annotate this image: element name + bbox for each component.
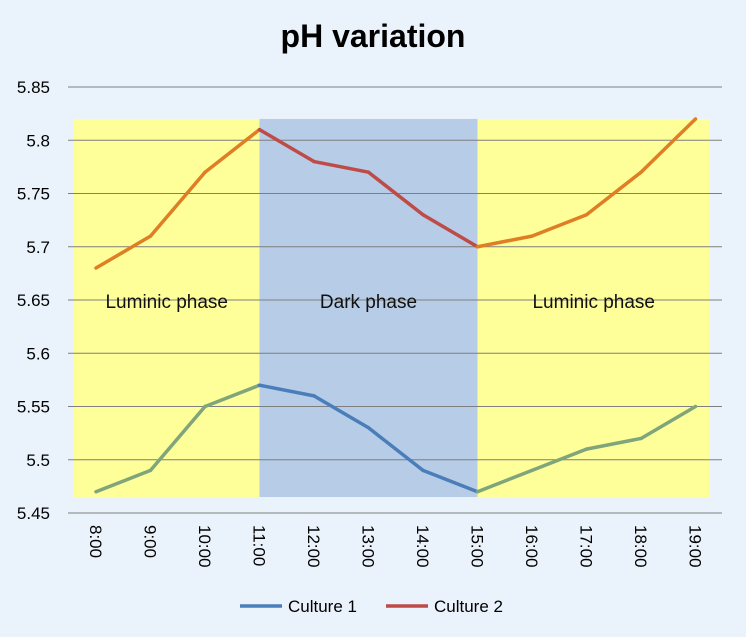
- legend-label: Culture 2: [434, 597, 503, 616]
- y-tick-label: 5.5: [26, 451, 50, 470]
- x-tick-label: 8:00: [86, 525, 105, 558]
- series-line-segment: [257, 127, 316, 164]
- x-tick-label: 10:00: [195, 525, 214, 568]
- y-tick-label: 5.45: [17, 504, 50, 523]
- phase-band: [259, 118, 478, 498]
- y-tick-label: 5.85: [17, 78, 50, 97]
- phase-band: [477, 118, 710, 498]
- series-line-segment: [203, 383, 262, 409]
- series-line-segment: [312, 159, 371, 174]
- phase-band: [74, 118, 260, 498]
- x-tick-label: 17:00: [577, 525, 596, 568]
- x-tick-label: 12:00: [304, 525, 323, 568]
- series-line-segment: [148, 170, 207, 238]
- x-tick-label: 13:00: [359, 525, 378, 568]
- series-line-segment: [421, 468, 480, 494]
- phase-label: Luminic phase: [532, 292, 655, 313]
- phase-label: Dark phase: [320, 292, 417, 313]
- chart-title: pH variation: [280, 18, 466, 54]
- series-line-segment: [148, 404, 207, 473]
- series-line-segment: [530, 213, 589, 238]
- series-line-segment: [584, 170, 643, 217]
- x-tick-label: 11:00: [250, 525, 269, 566]
- legend-label: Culture 1: [288, 597, 357, 616]
- x-tick-label: 16:00: [522, 525, 541, 568]
- y-tick-label: 5.55: [17, 398, 50, 417]
- y-tick-label: 5.7: [26, 238, 50, 257]
- x-tick-label: 14:00: [413, 525, 432, 568]
- series-line-segment: [366, 426, 425, 473]
- y-tick-label: 5.75: [17, 185, 50, 204]
- series-line-segment: [530, 447, 589, 473]
- y-tick-label: 5.65: [17, 291, 50, 310]
- x-tick-label: 18:00: [631, 525, 650, 568]
- series-line-segment: [312, 394, 371, 430]
- series-line-segment: [203, 127, 262, 174]
- x-tick-label: 15:00: [468, 525, 487, 568]
- series-line-segment: [366, 170, 425, 217]
- x-tick-label: 9:00: [141, 525, 160, 558]
- x-tick-label: 19:00: [686, 525, 705, 568]
- series-line-segment: [94, 468, 153, 494]
- series-line-segment: [475, 468, 534, 494]
- series-line-segment: [94, 234, 153, 270]
- phase-label: Luminic phase: [105, 292, 228, 313]
- y-tick-label: 5.6: [26, 344, 50, 363]
- series-line-segment: [421, 213, 480, 249]
- series-line-segment: [257, 383, 316, 398]
- y-tick-label: 5.8: [26, 131, 50, 150]
- series-line-segment: [475, 234, 534, 249]
- series-line-segment: [639, 404, 698, 441]
- series-line-segment: [639, 117, 698, 174]
- series-line-segment: [584, 436, 643, 451]
